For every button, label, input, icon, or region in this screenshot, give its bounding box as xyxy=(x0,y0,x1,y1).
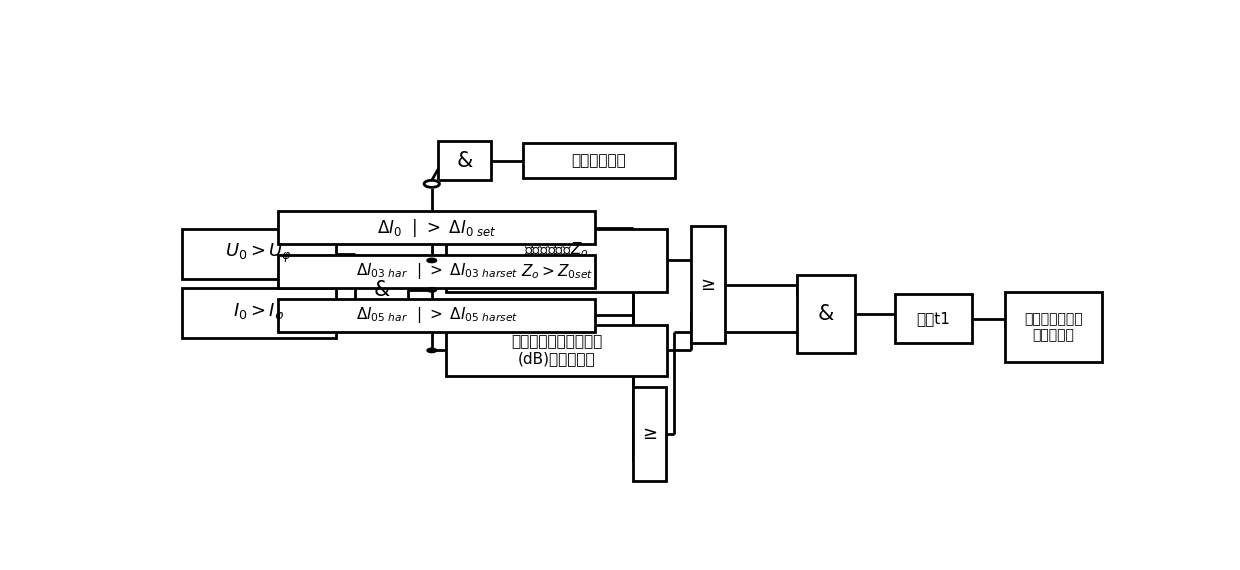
Circle shape xyxy=(427,348,436,353)
Text: $I_0 > I_{\varphi}$: $I_0 > I_{\varphi}$ xyxy=(233,302,284,325)
Bar xyxy=(278,211,595,244)
Bar xyxy=(446,325,667,376)
Text: $\Delta I_{05\ har}\ \ |\ >\ \Delta I_{05\ harset}$: $\Delta I_{05\ har}\ \ |\ >\ \Delta I_{0… xyxy=(356,306,517,325)
Circle shape xyxy=(427,258,436,263)
Circle shape xyxy=(424,180,439,188)
Text: 变压器线路缺相
告警或跳闸: 变压器线路缺相 告警或跳闸 xyxy=(1024,312,1083,343)
Bar xyxy=(355,256,408,324)
Text: 延时t1: 延时t1 xyxy=(916,311,950,326)
Text: &: & xyxy=(456,150,474,170)
Bar xyxy=(895,295,972,343)
Text: $\Delta I_{03\ har}\ \ |\ >\ \Delta I_{03\ harset}$: $\Delta I_{03\ har}\ \ |\ >\ \Delta I_{0… xyxy=(356,262,517,282)
Bar xyxy=(797,275,854,353)
Bar xyxy=(632,386,666,481)
Text: 计算零序电流变化分贝
(dB)大于设定値: 计算零序电流变化分贝 (dB)大于设定値 xyxy=(511,334,603,367)
Bar xyxy=(439,141,491,180)
Text: 计算零序阻抗$Z_o$
$Z_o>Z_{0set}$: 计算零序阻抗$Z_o$ $Z_o>Z_{0set}$ xyxy=(521,241,593,280)
Text: $U_0 > U_{\varphi}$: $U_0 > U_{\varphi}$ xyxy=(226,242,293,266)
Text: &: & xyxy=(373,280,389,300)
Bar xyxy=(278,299,595,332)
Bar xyxy=(691,226,725,343)
Text: ≥: ≥ xyxy=(701,275,715,294)
Bar xyxy=(446,229,667,292)
Bar xyxy=(1006,292,1101,363)
Text: 电源消失告警: 电源消失告警 xyxy=(572,153,626,168)
Circle shape xyxy=(427,288,436,292)
Text: $\Delta I_0\ \ |\ >\ \Delta I_{0\ set}$: $\Delta I_0\ \ |\ >\ \Delta I_{0\ set}$ xyxy=(377,217,496,238)
Bar xyxy=(182,288,336,339)
Bar xyxy=(523,143,675,178)
Bar xyxy=(278,255,595,288)
Text: ≥: ≥ xyxy=(642,425,657,443)
Bar xyxy=(182,229,336,279)
Text: &: & xyxy=(817,304,835,324)
